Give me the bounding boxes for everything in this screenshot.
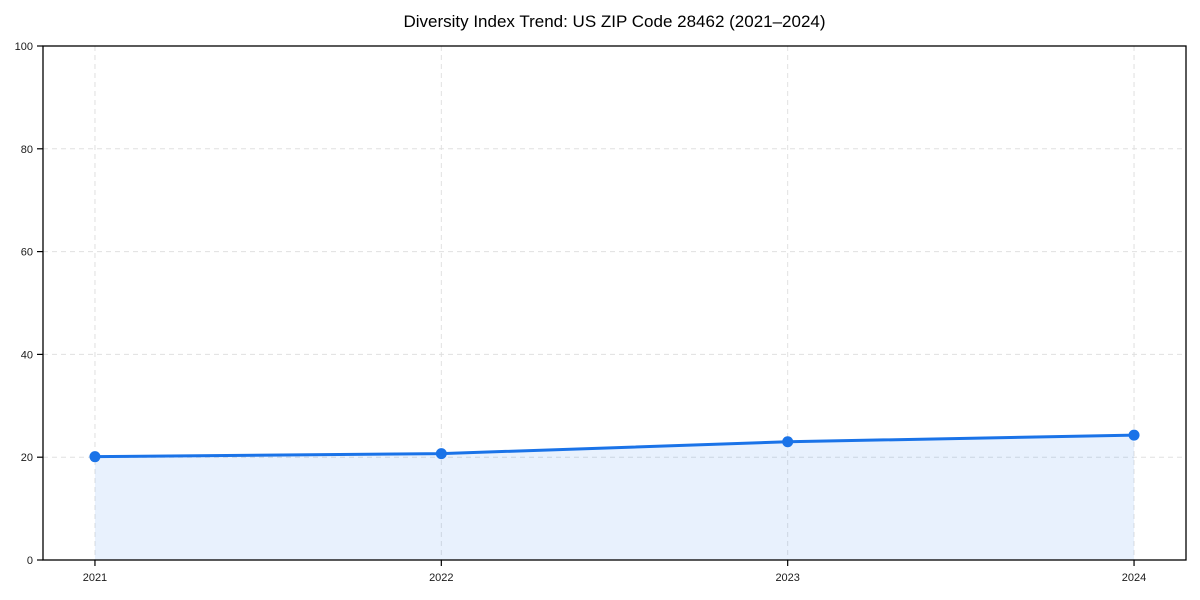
y-axis-tick-label: 40 [21, 349, 33, 361]
y-axis-tick-label: 80 [21, 144, 33, 156]
x-axis-tick-label: 2021 [83, 572, 107, 584]
x-axis-tick-label: 2022 [429, 572, 453, 584]
y-axis-tick-label: 0 [27, 555, 33, 567]
area-fill [94, 435, 1135, 560]
data-point [89, 451, 101, 463]
x-axis-tick-label: 2024 [1122, 572, 1146, 584]
y-axis-tick-label: 60 [21, 247, 33, 259]
y-axis-tick-label: 100 [15, 41, 33, 53]
y-axis-tick-label: 20 [21, 452, 33, 464]
data-point [1128, 429, 1140, 441]
x-axis-tick-label: 2023 [775, 572, 799, 584]
data-point [782, 436, 794, 448]
chart-title: Diversity Index Trend: US ZIP Code 28462… [403, 12, 826, 31]
axes-frame [42, 45, 1187, 561]
data-point [435, 448, 447, 460]
trend-line [93, 433, 1136, 459]
